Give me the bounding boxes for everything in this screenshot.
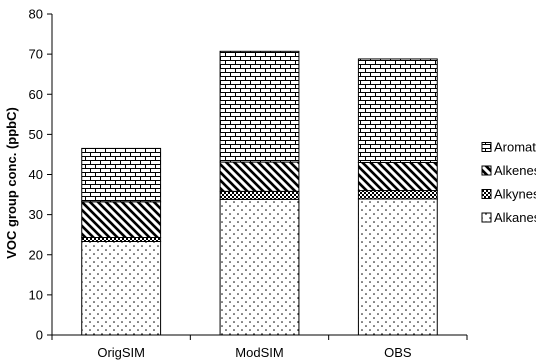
x-tick-label: OrigSIM xyxy=(97,345,145,360)
legend: Aromatics Alkenes Alkynes Alkanes xyxy=(481,140,536,225)
legend-swatch-alkanes xyxy=(481,212,492,223)
bars-layer xyxy=(81,50,438,336)
bar-segment-alkynes xyxy=(81,236,162,243)
bar-segment-aromatics xyxy=(357,58,438,163)
y-tick-label: 50 xyxy=(29,127,43,142)
y-tick-label: 20 xyxy=(29,247,43,262)
bar-segment-alkynes xyxy=(357,190,438,200)
bar-segment-alkanes xyxy=(81,241,162,336)
bar-segment-alkenes xyxy=(81,201,162,238)
x-tick-label: OBS xyxy=(384,345,412,360)
y-tick-label: 70 xyxy=(29,47,43,62)
y-tick-label: 60 xyxy=(29,87,43,102)
bar-segment-alkenes xyxy=(357,161,438,192)
y-tick-label: 0 xyxy=(36,328,43,343)
bar-segment-alkanes xyxy=(357,198,438,336)
legend-swatch-alkenes xyxy=(481,165,492,176)
y-tick-label: 80 xyxy=(29,7,43,22)
y-axis-title: VOC group conc. (ppbC) xyxy=(4,107,19,259)
legend-label-alkenes: Alkenes xyxy=(494,163,536,178)
y-tick-label: 10 xyxy=(29,287,43,302)
x-tick-label: ModSIM xyxy=(235,345,283,360)
y-tick-label: 40 xyxy=(29,167,43,182)
legend-label-alkanes: Alkanes xyxy=(494,210,536,225)
y-axis: 0 10 20 30 40 50 60 70 80 xyxy=(29,7,53,343)
legend-label-aromatics: Aromatics xyxy=(494,140,536,155)
legend-swatch-aromatics xyxy=(481,142,492,152)
bar-segment-alkynes xyxy=(219,190,300,200)
bar-segment-aromatics xyxy=(219,50,300,163)
bar-segment-alkenes xyxy=(219,161,300,192)
x-axis: OrigSIM ModSIM OBS xyxy=(51,334,468,360)
legend-label-alkynes: Alkynes xyxy=(494,187,536,202)
bar-segment-aromatics xyxy=(81,147,162,203)
y-tick-label: 30 xyxy=(29,207,43,222)
bar-segment-alkanes xyxy=(219,198,300,336)
legend-swatch-alkynes xyxy=(481,189,492,199)
